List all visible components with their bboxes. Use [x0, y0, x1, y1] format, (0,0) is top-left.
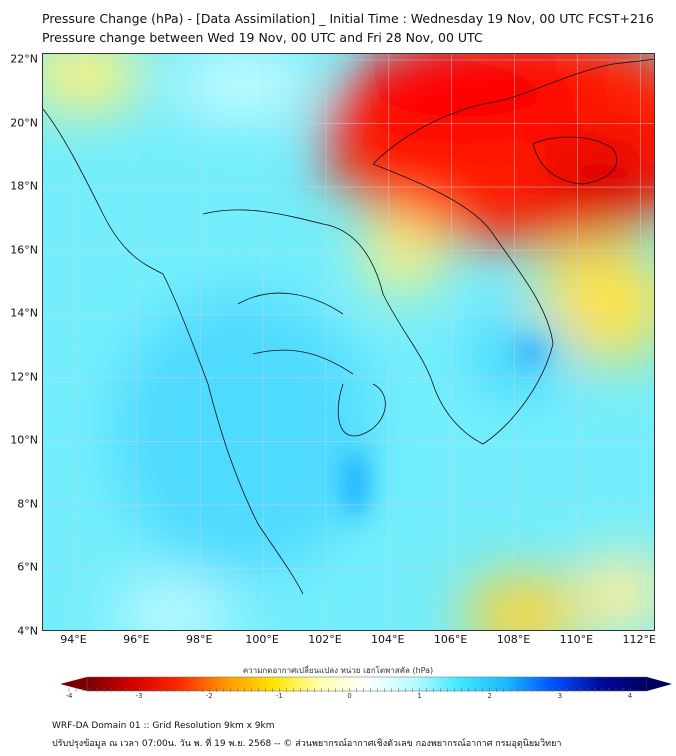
footer-update-credit: ปรับปรุงข้อมูล ณ เวลา 07:00น. วัน พ. ที่… — [52, 739, 562, 749]
longitude-label: 102°E — [308, 633, 342, 646]
colorbar-tick-label: -1 — [275, 692, 283, 700]
latitude-label: 16°N — [10, 243, 38, 257]
latitude-label: 20°N — [10, 116, 38, 130]
latitude-label: 12°N — [10, 370, 38, 384]
longitude-label: 98°E — [185, 633, 213, 646]
longitude-label: 96°E — [123, 633, 150, 646]
figure-subtitle: Pressure change between Wed 19 Nov, 00 U… — [42, 30, 483, 45]
latitude-label: 10°N — [10, 433, 38, 447]
longitude-label: 94°E — [60, 633, 87, 646]
latitude-label: 22°N — [10, 52, 38, 66]
latitude-label: 6°N — [17, 560, 38, 574]
map-panel — [42, 53, 655, 631]
colorbar-tick-label: 3 — [557, 692, 563, 700]
colorbar-min-arrow — [60, 677, 87, 691]
latitude-label: 14°N — [10, 306, 38, 320]
colorbar-max-arrow — [647, 677, 672, 691]
longitude-label: 106°E — [433, 633, 468, 646]
longitude-label: 104°E — [371, 633, 405, 646]
latitude-label: 8°N — [17, 497, 38, 511]
colorbar — [60, 676, 672, 692]
colorbar-label: ความกดอากาศเปลี่ยนแปลง หน่วย เฮกโตพาสคัล… — [242, 666, 434, 675]
longitude-label: 112°E — [622, 633, 657, 646]
longitude-label: 108°E — [496, 633, 531, 646]
colorbar-bar — [86, 676, 648, 692]
footer-model-info: WRF-DA Domain 01 :: Grid Resolution 9km … — [52, 721, 275, 731]
colorbar-tick-label: -4 — [65, 692, 73, 700]
colorbar-tick-label: 2 — [487, 692, 492, 700]
coastlines-borders — [43, 58, 654, 595]
figure-title: Pressure Change (hPa) - [Data Assimilati… — [42, 11, 654, 26]
colorbar-tick-label: 4 — [627, 692, 633, 700]
colorbar-tick-label: -3 — [135, 692, 143, 700]
colorbar-tick-label: -2 — [205, 692, 213, 700]
longitude-label: 110°E — [559, 633, 594, 646]
colorbar-tick-label: 1 — [417, 692, 422, 700]
longitude-label: 100°E — [245, 633, 279, 646]
latitude-label: 4°N — [17, 624, 38, 638]
graticule — [43, 54, 654, 630]
pressure-field — [43, 54, 654, 630]
latitude-label: 18°N — [10, 179, 38, 193]
colorbar-tick-label: 0 — [347, 692, 352, 700]
